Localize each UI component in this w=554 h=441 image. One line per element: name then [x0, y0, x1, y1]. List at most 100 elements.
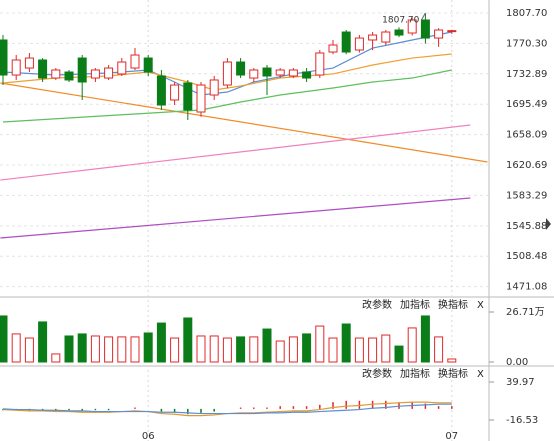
y-tick-label: 1807.70 [506, 8, 547, 19]
volume-bar [170, 337, 180, 363]
volume-bar [249, 336, 259, 363]
dea-line [2, 403, 452, 415]
y-tick-label: 1732.89 [506, 69, 547, 80]
candle-body [38, 59, 48, 79]
candle-body [288, 69, 298, 77]
volume-bar [222, 337, 232, 363]
volume-bar [354, 337, 364, 363]
candle-body [104, 67, 114, 79]
high-annotation: 1807.70 [382, 16, 419, 26]
volume-bar [381, 334, 391, 363]
trend-line [0, 82, 488, 163]
y-tick-label: 1620.69 [506, 160, 547, 171]
y-tick-label: 1695.49 [506, 99, 547, 110]
candle-body [170, 84, 180, 101]
volume-bar [77, 333, 87, 363]
indicator-button[interactable]: 加指标 [400, 367, 430, 380]
volume-bar [328, 337, 338, 363]
candle-body [434, 29, 444, 39]
indicator-button[interactable]: 加指标 [400, 298, 430, 311]
candle-body [77, 57, 87, 83]
y-tick-label: 1658.09 [506, 130, 547, 141]
volume-bar [143, 332, 153, 363]
volume-bar [90, 335, 100, 363]
candle-body [156, 75, 166, 106]
candle-body [209, 79, 219, 96]
candle-body [143, 57, 153, 73]
x-tick-label: 06 [142, 431, 155, 441]
candle-body [0, 39, 8, 76]
candle-body [222, 61, 232, 86]
trend-line [0, 197, 471, 239]
candle-body [302, 71, 312, 79]
candle-body [262, 67, 272, 77]
volume-bar [262, 328, 272, 363]
volume-bar [315, 325, 325, 363]
volume-bar [51, 353, 61, 363]
volume-bar [341, 323, 351, 363]
y-tick-label: 26.71万 [506, 307, 545, 318]
candle-body [354, 37, 364, 51]
y-tick-label: 1770.30 [506, 38, 547, 49]
annotation-pointer [420, 12, 426, 21]
volume-bar [24, 337, 34, 363]
volume-bar [302, 333, 312, 363]
candle-body [328, 44, 338, 53]
volume-bar [209, 335, 219, 363]
indicator-button[interactable]: 换指标 [438, 367, 468, 380]
volume-bar [64, 335, 74, 363]
candle-body [407, 19, 417, 34]
candle-body [275, 69, 285, 76]
indicator-button[interactable]: X [477, 300, 484, 311]
candle-body [90, 69, 100, 79]
x-tick-label: 07 [445, 431, 458, 441]
indicator-button[interactable]: 换指标 [438, 298, 468, 311]
volume-bar [407, 327, 417, 363]
candle-body [183, 82, 193, 111]
y-tick-label: 1545.88 [506, 221, 547, 232]
volume-bar [288, 336, 298, 363]
candle-body [249, 69, 259, 79]
candle-body [24, 57, 34, 69]
y-tick-label: 39.97 [506, 377, 535, 388]
y-tick-label: 1471.08 [506, 282, 547, 293]
volume-bar [156, 322, 166, 363]
volume-bar [236, 336, 246, 363]
volume-bar [11, 333, 21, 363]
candle-body [394, 29, 404, 36]
candle-body [447, 30, 457, 33]
y-tick-label: 0.00 [506, 357, 528, 368]
candle-body [381, 31, 391, 43]
candle-body [315, 52, 325, 76]
candle-body [130, 54, 140, 69]
indicator-button[interactable]: 改参数 [362, 367, 392, 380]
volume-bar [368, 337, 378, 363]
volume-bar [104, 336, 114, 363]
expand-arrow[interactable] [546, 218, 551, 230]
trend-line [0, 124, 471, 181]
candle-body [196, 84, 206, 113]
y-tick-label: -16.53 [506, 415, 538, 426]
moving-average [2, 69, 452, 123]
candle-body [236, 61, 246, 76]
y-tick-label: 1508.48 [506, 251, 547, 262]
volume-bar [130, 336, 140, 363]
volume-bar [38, 321, 48, 363]
candle-body [51, 69, 61, 79]
volume-bar [183, 317, 193, 363]
indicator-button[interactable]: 改参数 [362, 298, 392, 311]
volume-bar [394, 345, 404, 363]
indicator-button[interactable]: X [477, 369, 484, 380]
candle-body [368, 34, 378, 41]
volume-bar [447, 358, 457, 363]
candle-body [420, 19, 430, 39]
candle-body [117, 61, 127, 75]
volume-bar [0, 315, 8, 363]
volume-bar [420, 315, 430, 363]
candle-body [64, 71, 74, 81]
volume-bar [275, 340, 285, 363]
volume-bar [196, 335, 206, 363]
candle-body [341, 31, 351, 53]
candle-body [11, 59, 21, 76]
